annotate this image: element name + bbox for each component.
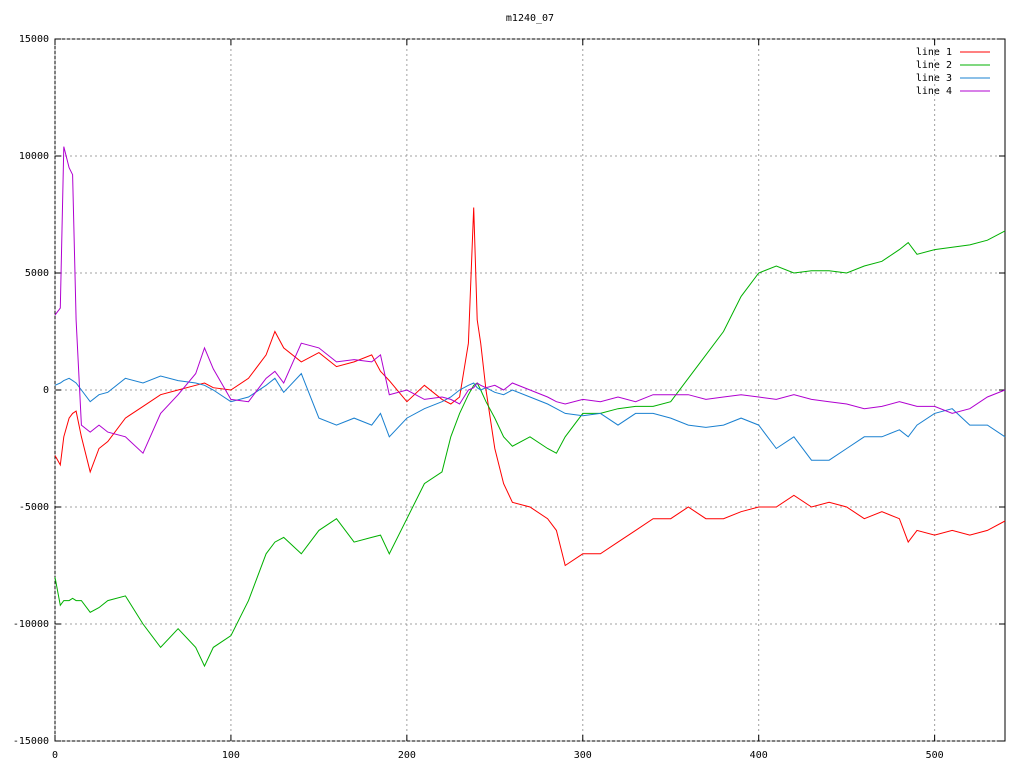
x-tick-label: 0 — [52, 750, 58, 761]
data-line — [54, 372, 1006, 461]
x-tick-label: 200 — [398, 750, 416, 761]
y-tick-label: 10000 — [19, 151, 49, 162]
data-line — [54, 146, 1006, 455]
x-tick-label: 400 — [750, 750, 768, 761]
y-tick-label: -5000 — [19, 502, 49, 513]
data-line — [54, 230, 1006, 668]
y-tick-label: 0 — [43, 385, 49, 396]
legend-label: line 4 — [916, 86, 952, 97]
y-tick-label: 5000 — [25, 268, 49, 279]
legend-label: line 1 — [916, 47, 952, 58]
y-tick-label: -10000 — [13, 619, 49, 630]
y-tick-label: -15000 — [13, 736, 49, 747]
legend-label: line 2 — [916, 60, 952, 71]
y-tick-label: 15000 — [19, 34, 49, 45]
legend-label: line 3 — [916, 73, 952, 84]
x-tick-label: 100 — [222, 750, 240, 761]
data-line — [54, 207, 1006, 567]
chart-title: m1240_07 — [506, 13, 554, 24]
x-tick-label: 500 — [926, 750, 944, 761]
x-tick-label: 300 — [574, 750, 592, 761]
